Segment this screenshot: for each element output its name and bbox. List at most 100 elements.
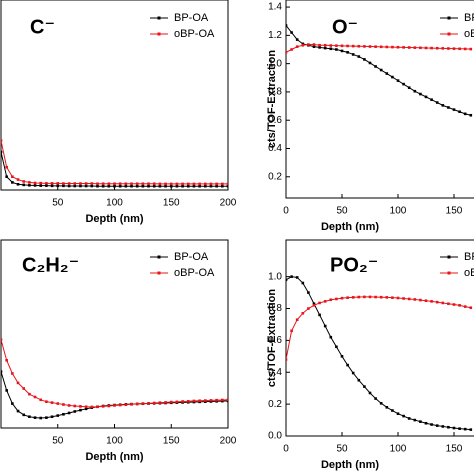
- y-axis-label: cts/TOF-Extraction: [266, 50, 278, 148]
- data-point: [458, 427, 461, 430]
- panel-title: C₂H₂⁻: [22, 254, 79, 276]
- data-point: [90, 184, 94, 188]
- data-point: [419, 298, 422, 302]
- data-point: [286, 51, 288, 54]
- data-point: [62, 184, 65, 188]
- data-point: [5, 359, 8, 362]
- data-point: [290, 48, 293, 51]
- data-point: [329, 47, 333, 51]
- panel-title: C⁻: [30, 16, 55, 38]
- data-point: [33, 395, 37, 399]
- legend-label: oBP-OA: [464, 267, 474, 279]
- data-point: [323, 46, 327, 50]
- legend-label: oBP-OA: [464, 28, 474, 40]
- data-point: [141, 184, 145, 188]
- x-tick-label: 50: [52, 436, 64, 447]
- data-point: [301, 312, 305, 315]
- data-point: [469, 306, 473, 310]
- data-point: [452, 47, 456, 50]
- data-point: [73, 404, 77, 408]
- legend-marker: [447, 255, 451, 259]
- data-point: [186, 400, 190, 403]
- data-point: [391, 296, 394, 299]
- data-point: [198, 399, 201, 403]
- data-point: [413, 298, 417, 301]
- data-point: [56, 402, 60, 405]
- data-point: [28, 415, 31, 419]
- data-point: [295, 318, 299, 321]
- data-point: [323, 324, 327, 328]
- data-point: [463, 427, 467, 431]
- panel-title: PO₂⁻: [330, 254, 378, 276]
- y-tick-label: 0.2: [268, 399, 282, 410]
- data-point: [5, 165, 8, 169]
- data-point: [67, 182, 71, 185]
- data-point: [368, 295, 372, 299]
- data-point: [67, 411, 71, 415]
- data-point: [441, 425, 445, 428]
- data-point: [90, 182, 94, 185]
- x-tick-label: 0: [283, 206, 289, 217]
- data-point: [84, 182, 88, 185]
- data-point: [357, 295, 361, 299]
- data-point: [286, 278, 288, 282]
- data-point: [286, 358, 288, 361]
- data-point: [447, 47, 450, 50]
- data-point: [363, 45, 366, 48]
- data-point: [22, 387, 25, 390]
- data-point: [33, 184, 37, 187]
- data-point: [340, 296, 344, 300]
- data-point: [379, 68, 383, 72]
- data-point: [96, 184, 99, 188]
- legend-label: BP-OA: [174, 251, 209, 263]
- series: [1, 139, 228, 186]
- x-tick-label: 50: [336, 206, 348, 217]
- data-point: [209, 184, 213, 188]
- data-point: [135, 184, 139, 188]
- series: [1, 150, 228, 188]
- x-tick-label: 50: [52, 198, 64, 209]
- legend-label: oBP-OA: [174, 267, 215, 279]
- data-point: [357, 55, 361, 58]
- data-point: [363, 58, 366, 61]
- data-point: [363, 385, 366, 388]
- data-point: [379, 45, 383, 49]
- data-point: [56, 184, 60, 188]
- data-point: [463, 305, 467, 308]
- data-point: [181, 184, 184, 188]
- data-point: [452, 303, 456, 306]
- series-line: [1, 151, 228, 187]
- data-point: [50, 401, 54, 404]
- data-point: [45, 416, 48, 419]
- data-point: [340, 49, 344, 53]
- data-point: [447, 106, 450, 109]
- data-point: [164, 182, 167, 186]
- data-point: [469, 428, 473, 431]
- data-point: [28, 392, 31, 396]
- data-point: [447, 302, 450, 306]
- data-point: [175, 400, 179, 404]
- y-tick-label: 0.4: [268, 367, 282, 378]
- x-tick-label: 0: [283, 444, 289, 455]
- y-tick-label: 0.4: [268, 143, 282, 154]
- y-tick-label: 1.0: [268, 58, 282, 69]
- data-point: [204, 182, 207, 186]
- data-point: [430, 98, 433, 102]
- legend-marker: [157, 16, 161, 20]
- data-point: [113, 184, 116, 188]
- data-point: [5, 389, 8, 392]
- data-point: [124, 403, 128, 406]
- data-point: [215, 182, 218, 186]
- data-point: [379, 295, 383, 299]
- data-point: [346, 51, 349, 54]
- data-point: [130, 182, 133, 186]
- data-point: [186, 182, 190, 186]
- y-tick-label: 1.4: [268, 2, 282, 13]
- data-point: [424, 299, 428, 303]
- data-point: [391, 75, 394, 79]
- data-point: [50, 415, 54, 419]
- data-point: [28, 181, 31, 184]
- data-point: [135, 182, 139, 186]
